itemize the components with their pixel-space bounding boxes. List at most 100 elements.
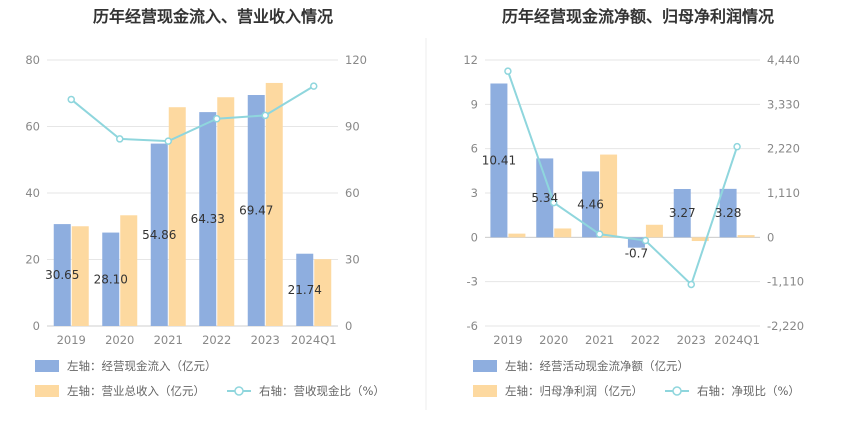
x-axis-tick-label: 2019 [493,333,522,347]
legend-swatch [473,360,497,372]
bar [673,189,691,238]
legend-label: 右轴：营收现金比（%） [259,384,385,398]
bar [600,154,618,238]
right-axis-tick-label: 60 [345,186,360,200]
data-label: 4.46 [577,197,604,211]
legend-label: 左轴：经营现金流入（亿元） [67,359,217,373]
legend-swatch [473,385,497,397]
data-label: 3.28 [715,206,742,220]
legend-marker [672,386,682,396]
net-cash-profit-chart: 历年经营现金流净额、归母净利润情况 10.41 5.34 4.46 -0.7 3.27 3… [463,7,804,398]
data-label: 30.65 [45,268,79,282]
line-point [116,135,124,143]
right-axis-tick-label: 2,220 [767,142,800,156]
bar [691,237,709,242]
left-axis-tick-label: 0 [471,230,478,244]
left-axis-tick-label: 0 [33,319,40,333]
bar [490,83,508,238]
left-axis-tick-label: 3 [471,186,478,200]
line-point [733,142,741,151]
line-point [310,82,318,90]
data-label: 54.86 [142,228,176,242]
right-axis-tick-label: 120 [345,53,367,67]
x-axis-tick-label: 2023 [677,333,706,347]
line-point [595,230,604,238]
chart-title: 历年经营现金流入、营业收入情况 [93,7,333,26]
legend-marker [234,386,244,396]
bar [536,158,554,238]
data-label: 21.74 [288,283,322,297]
line-point [261,111,269,120]
bar [296,253,314,326]
data-labels-layer: 10.41 5.34 4.46 -0.7 3.27 3.28 [482,153,742,260]
left-axis-tick-label: 80 [25,53,40,67]
bar [247,95,265,326]
left-axis-tick-label: 60 [25,120,40,134]
right-axis-tick-label: -2,220 [767,319,804,333]
axes-layer: -6 -2,220 -3 -1,110 0 0 3 1,110 6 2,220 9 3,330 12 4,… [463,53,804,347]
x-axis-tick-label: 2020 [105,333,134,347]
line-point [687,280,695,289]
x-axis-tick-label: 2019 [57,333,86,347]
legend-label: 右轴：净现比（%） [697,384,800,398]
bar [168,107,186,326]
x-axis-tick-label: 2021 [585,333,614,347]
x-axis-tick-label: 2022 [631,333,660,347]
bar [102,232,120,326]
line-point [164,137,172,145]
x-axis-tick-label: 2022 [202,333,231,347]
data-label: -0.7 [625,247,648,261]
x-axis-tick-label: 2024Q1 [291,333,337,347]
bars-layer [53,82,332,327]
left-axis-tick-label: 40 [25,186,40,200]
legend-label: 左轴：归母净利润（亿元） [505,384,643,398]
bar [508,233,526,238]
legend-label: 左轴：经营活动现金流净额（亿元） [505,359,689,373]
legend-swatch [35,385,59,397]
line-layer [67,82,318,145]
x-axis-tick-label: 2024Q1 [714,333,760,347]
data-label: 69.47 [239,204,273,218]
data-label: 28.10 [94,272,128,286]
legend-label: 左轴：营业总收入（亿元） [67,384,205,398]
left-axis-tick-label: 6 [471,142,478,156]
data-labels-layer: 30.65 28.10 54.86 64.33 69.47 21.74 [45,204,322,297]
series-line [506,70,739,287]
data-label: 10.41 [482,153,516,167]
bar [71,226,89,326]
legend: 左轴：经营现金流入（亿元） 左轴：营业总收入（亿元） 右轴：营收现金比（%） [35,359,385,398]
legend-swatch [35,360,59,372]
grid-lines [47,59,338,327]
axes-layer: 0 0 20 30 40 60 60 90 80 120 2019 2020 2021 2022 2023 2… [25,53,367,347]
series-line [70,85,315,143]
line-layer [504,67,741,289]
bar [719,188,737,238]
bar [314,259,332,326]
bar [554,228,572,238]
data-label: 3.27 [669,206,696,220]
cash-inflow-revenue-chart: 历年经营现金流入、营业收入情况 30.65 28.10 54.86 64.33 69.4… [25,7,385,398]
left-axis-tick-label: 9 [471,97,478,111]
bar [265,82,283,326]
bar [217,97,235,327]
data-label: 64.33 [191,212,225,226]
bar [582,171,600,238]
line-point [550,198,558,207]
x-axis-tick-label: 2021 [154,333,183,347]
left-axis-tick-label: 20 [25,253,40,267]
right-axis-tick-label: 30 [345,253,360,267]
bar [120,215,138,326]
bar [627,237,645,248]
right-axis-tick-label: -1,110 [767,275,804,289]
left-axis-tick-label: -3 [467,275,478,289]
legend: 左轴：经营活动现金流净额（亿元） 左轴：归母净利润（亿元） 右轴：净现比（%） [473,359,800,398]
bars-layer [490,83,755,248]
bar [53,224,71,326]
line-point [641,236,650,245]
bar [645,224,663,238]
left-axis-tick-label: 12 [463,53,478,67]
bar [199,112,217,326]
x-axis-tick-label: 2020 [539,333,568,347]
line-point [67,95,75,104]
